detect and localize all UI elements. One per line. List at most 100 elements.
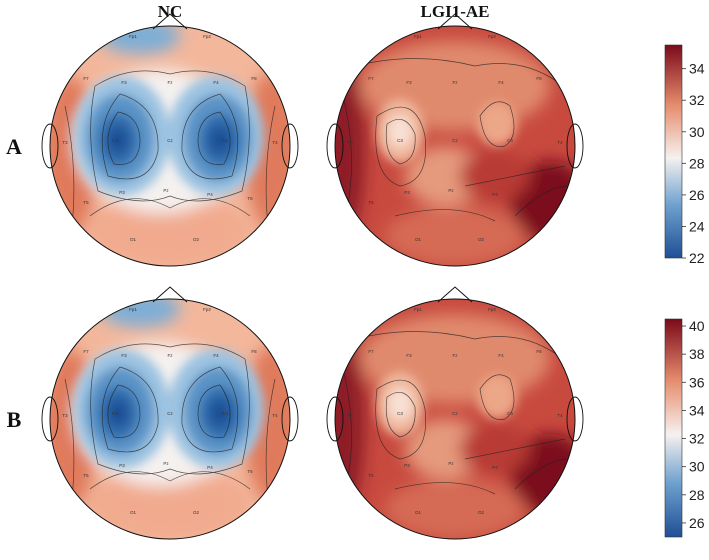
electrode-label-p4: P4: [492, 192, 498, 197]
colorbar-tick-label: 36: [689, 374, 705, 390]
electrode-label-cz: Cz: [167, 138, 173, 143]
colorbar-tick-label: 32: [689, 431, 705, 447]
electrode-label-f4: F4: [213, 353, 219, 358]
column-title-lgi1-ae: LGI1-AE: [421, 2, 490, 21]
colorbar-tick-label: 24: [689, 218, 705, 234]
electrode-label-t3: T3: [347, 140, 353, 145]
colorbar-tick-label: 22: [689, 250, 705, 266]
electrode-label-t6: T6: [532, 196, 538, 201]
electrode-label-f3: F3: [406, 80, 412, 85]
colorbar-tick-label: 26: [689, 187, 705, 203]
electrode-label-t6: T6: [247, 469, 253, 474]
electrode-label-t3: T3: [62, 140, 68, 145]
electrode-label-c3: C3: [112, 138, 118, 143]
electrode-label-o2: O2: [193, 237, 200, 242]
electrode-label-c3: C3: [397, 138, 403, 143]
colorbar-tick-label: 30: [689, 459, 705, 475]
colorbar-tick-label: 28: [689, 487, 705, 503]
electrode-label-o2: O2: [193, 510, 200, 515]
colorbar-tick-label: 28: [689, 155, 705, 171]
column-title-nc: NC: [158, 2, 183, 21]
colorbar-a: 34 32 30 28 26 24 22: [664, 44, 705, 266]
electrode-label-t5: T5: [368, 473, 374, 478]
colorbar-tick-label: 26: [689, 515, 705, 531]
topomap-b-lgi1-ae: Fp1 Fp2 F7 F3 Fz F4 F8 T3 C3 Cz C4 T4 T5 P3 Pz P4 T6 O1 O2: [326, 286, 584, 540]
electrode-label-f7: F7: [368, 76, 374, 81]
electrode-label-fp2: Fp2: [488, 307, 496, 312]
electrode-label-fz: Fz: [168, 80, 174, 85]
electrode-label-c4: C4: [222, 138, 228, 143]
topomap-a-lgi1-ae: Fp1 Fp2 F7 F3 Fz F4 F8 T3 C3 Cz C4 T4 T5 P3 Pz P4 T6 O1 O2: [326, 13, 584, 267]
electrode-label-p4: P4: [492, 465, 498, 470]
topomap-b-nc: Fp1 Fp2 F7 F3 Fz F4 F8 T3 C3 Cz C4 T4 T5 P3 Pz P4 T6 O1 O2: [41, 286, 299, 540]
electrode-label-fp1: Fp1: [414, 34, 422, 39]
electrode-label-f7: F7: [368, 349, 374, 354]
colorbar-tick-label: 34: [689, 402, 705, 418]
electrode-label-o1: O1: [415, 237, 422, 242]
electrode-label-t5: T5: [83, 200, 89, 205]
electrode-label-t4: T4: [557, 140, 563, 145]
electrode-label-t6: T6: [532, 469, 538, 474]
electrode-label-pz: Pz: [448, 461, 454, 466]
electrode-label-p4: P4: [207, 465, 213, 470]
electrode-label-f3: F3: [121, 353, 127, 358]
electrode-label-fp2: Fp2: [488, 34, 496, 39]
electrode-label-f4: F4: [213, 80, 219, 85]
electrode-label-f3: F3: [121, 80, 127, 85]
electrode-label-cz: Cz: [167, 411, 173, 416]
electrode-label-f8: F8: [251, 76, 257, 81]
electrode-label-t4: T4: [557, 413, 563, 418]
electrode-label-t4: T4: [272, 140, 278, 145]
electrode-label-f7: F7: [83, 349, 89, 354]
colorbar-b: 40 38 36 34 32 30 28 26: [664, 318, 705, 538]
electrode-label-t5: T5: [83, 473, 89, 478]
electrode-label-o2: O2: [478, 510, 485, 515]
electrode-label-c3: C3: [397, 411, 403, 416]
electrode-label-o1: O1: [415, 510, 422, 515]
colorbar-tick-label: 30: [689, 124, 705, 140]
electrode-label-cz: Cz: [452, 138, 458, 143]
electrode-label-p3: P3: [119, 463, 125, 468]
electrode-label-fz: Fz: [168, 353, 174, 358]
electrode-label-f8: F8: [536, 76, 542, 81]
row-label-b: B: [7, 407, 22, 432]
colorbar-tick-label: 34: [689, 61, 705, 77]
electrode-label-f4: F4: [498, 80, 504, 85]
electrode-label-f8: F8: [251, 349, 257, 354]
colorbar-tick-label: 38: [689, 346, 705, 362]
electrode-label-fp1: Fp1: [129, 34, 137, 39]
electrode-label-pz: Pz: [448, 188, 454, 193]
electrode-label-o1: O1: [130, 510, 137, 515]
electrode-label-c3: C3: [112, 411, 118, 416]
electrode-label-f4: F4: [498, 353, 504, 358]
electrode-label-fp1: Fp1: [129, 307, 137, 312]
electrode-label-pz: Pz: [163, 461, 169, 466]
electrode-label-c4: C4: [507, 411, 513, 416]
electrode-label-fz: Fz: [453, 353, 459, 358]
electrode-label-f8: F8: [536, 349, 542, 354]
electrode-label-pz: Pz: [163, 188, 169, 193]
electrode-label-fp1: Fp1: [414, 307, 422, 312]
electrode-label-t3: T3: [62, 413, 68, 418]
colorbar-tick-label: 32: [689, 92, 705, 108]
electrode-label-cz: Cz: [452, 411, 458, 416]
electrode-label-c4: C4: [507, 138, 513, 143]
colorbar-tick-label: 40: [689, 318, 705, 334]
electrode-label-p3: P3: [404, 463, 410, 468]
electrode-label-t3: T3: [347, 413, 353, 418]
electrode-label-p4: P4: [207, 192, 213, 197]
electrode-label-fp2: Fp2: [203, 34, 211, 39]
electrode-label-c4: C4: [222, 411, 228, 416]
electrode-label-t4: T4: [272, 413, 278, 418]
electrode-label-p3: P3: [404, 190, 410, 195]
electrode-label-o1: O1: [130, 237, 137, 242]
row-label-a: A: [6, 134, 22, 159]
topomap-a-nc: Fp1 Fp2 F7 F3 Fz F4 F8 T3 C3 Cz C4 T4 T5 P3 Pz P4 T6 O1 O2: [41, 13, 299, 267]
electrode-label-p3: P3: [119, 190, 125, 195]
electrode-label-f7: F7: [83, 76, 89, 81]
electrode-label-f3: F3: [406, 353, 412, 358]
electrode-label-o2: O2: [478, 237, 485, 242]
electrode-label-t6: T6: [247, 196, 253, 201]
electrode-label-fz: Fz: [453, 80, 459, 85]
